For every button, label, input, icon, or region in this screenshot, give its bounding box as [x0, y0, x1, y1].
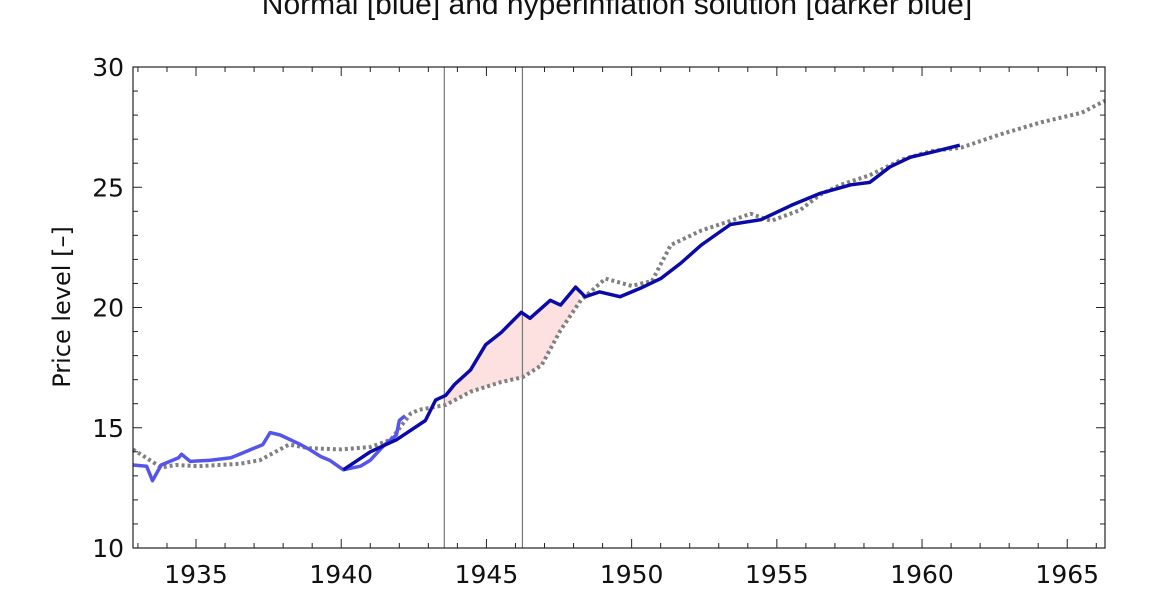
x-tick-label: 1935	[164, 560, 228, 589]
axes: 1935 1940 1945 1950 1955 1960 1965 10 15 20 25 30	[92, 53, 1106, 589]
y-tick-label: 20	[92, 294, 124, 323]
series-line-hyperinflation	[342, 143, 961, 472]
x-tick-label: 1950	[600, 560, 664, 589]
y-tick-label: 10	[92, 534, 124, 563]
x-tick-label: 1960	[890, 560, 954, 589]
y-tick-label: 25	[92, 173, 124, 202]
x-tick-label: 1965	[1035, 560, 1099, 589]
series-line-normal	[132, 414, 407, 483]
x-tick-label: 1945	[455, 560, 519, 589]
y-tick-label: 30	[92, 53, 124, 82]
plot-area	[131, 67, 1106, 548]
x-tick-label: 1940	[309, 560, 373, 589]
series-line-reference	[131, 98, 1106, 470]
chart-title: Normal [blue] and hyperinflation solutio…	[262, 0, 972, 21]
x-tick-label: 1955	[745, 560, 809, 589]
shaded-region	[444, 287, 580, 406]
y-tick-label: 15	[92, 414, 124, 443]
y-axis-label: Price level [–]	[48, 226, 76, 388]
plot-frame	[132, 66, 1106, 549]
